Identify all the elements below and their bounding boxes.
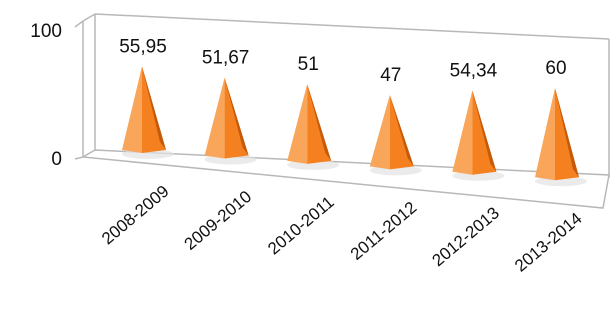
data-label: 51,67 bbox=[202, 48, 250, 69]
pyramid-face-right bbox=[472, 90, 497, 172]
x-tick-label: 2008-2009 bbox=[98, 182, 173, 249]
y-tick-labels: 100 0 bbox=[30, 21, 62, 170]
data-label: 60 bbox=[545, 58, 566, 79]
data-labels: 55,95 51,67 51 47 54,34 60 bbox=[119, 36, 566, 86]
pyramid-bar bbox=[122, 66, 174, 159]
pyramid-bar bbox=[287, 84, 340, 170]
y-axis-side-top bbox=[82, 13, 96, 22]
pyramid-face-left bbox=[287, 84, 308, 164]
x-tick-label: 2011-2012 bbox=[347, 198, 421, 264]
pyramid-bar bbox=[204, 77, 257, 165]
y-tick-mark-100 bbox=[74, 20, 84, 28]
pyramid-face-left bbox=[204, 77, 225, 159]
pyramid-face-left bbox=[369, 94, 390, 170]
pyramid-face-left bbox=[122, 66, 142, 153]
pyramid-face-left bbox=[452, 90, 473, 175]
x-tick-label: 2009-2010 bbox=[181, 187, 256, 254]
y-tick-label-0: 0 bbox=[51, 149, 62, 170]
back-wall bbox=[95, 14, 609, 175]
pyramid-bars bbox=[122, 66, 587, 187]
pyramid-face-left bbox=[535, 88, 555, 181]
y-tick-mark-0 bbox=[74, 156, 84, 160]
data-label: 55,95 bbox=[119, 36, 167, 57]
data-label: 51 bbox=[298, 54, 319, 75]
pyramid-bar bbox=[369, 94, 422, 176]
floor bbox=[80, 149, 610, 209]
pyramid-bar bbox=[535, 88, 587, 187]
x-tick-label: 2010-2011 bbox=[264, 192, 338, 258]
pyramid-bar bbox=[452, 90, 505, 181]
pyramid-face-right bbox=[224, 77, 249, 156]
pyramid-face-right bbox=[307, 84, 332, 161]
pyramid-face-right bbox=[142, 66, 166, 150]
pyramid-face-right bbox=[389, 94, 414, 167]
x-tick-label: 2012-2013 bbox=[428, 203, 503, 270]
data-label: 54,34 bbox=[450, 60, 498, 81]
pyramid-face-right bbox=[555, 88, 579, 178]
y-tick-label-100: 100 bbox=[30, 21, 62, 42]
x-tick-label: 2013-2014 bbox=[511, 209, 586, 276]
data-label: 47 bbox=[380, 65, 401, 86]
back-wall-top-edge bbox=[94, 13, 610, 40]
